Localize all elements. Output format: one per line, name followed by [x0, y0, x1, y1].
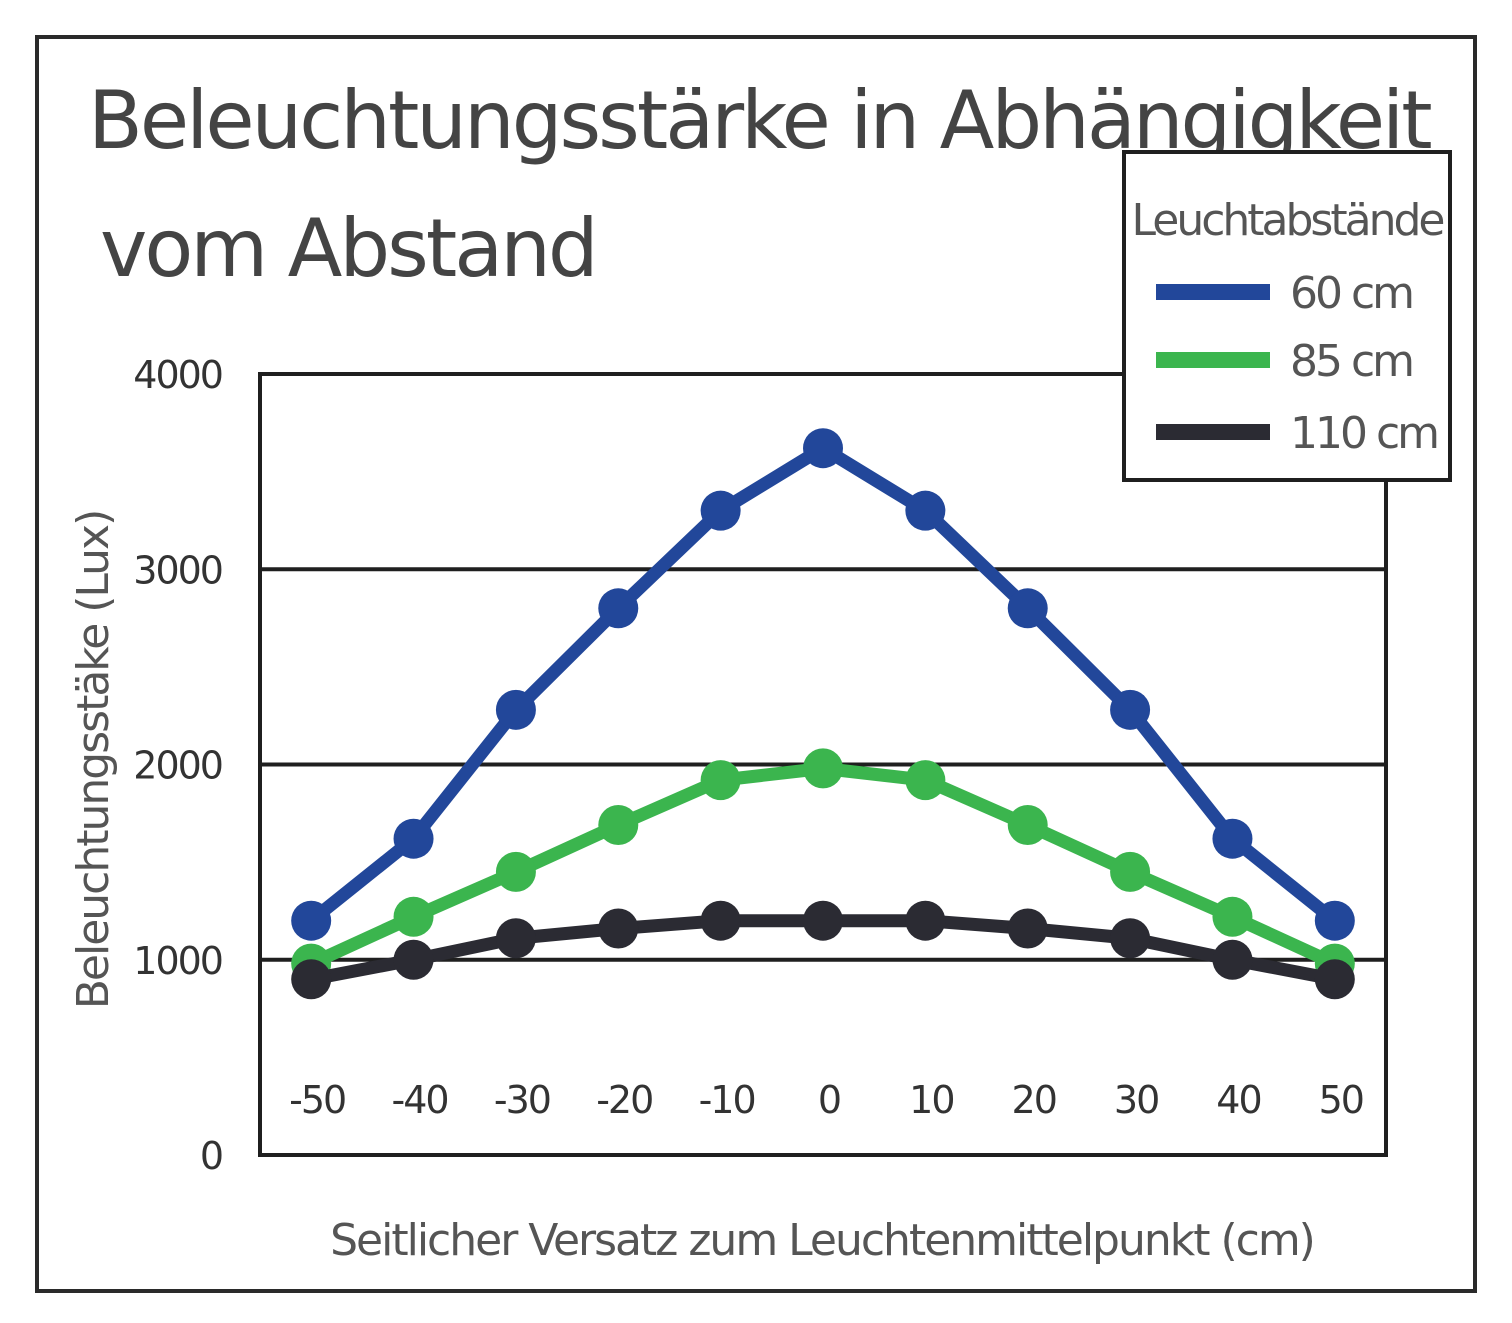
data-point — [1007, 588, 1048, 629]
data-point — [905, 760, 946, 801]
data-point — [803, 900, 843, 941]
data-point — [495, 851, 536, 892]
series-lines — [291, 428, 1355, 1000]
legend-label: 85 cm — [1290, 336, 1412, 387]
data-point — [1007, 908, 1048, 949]
x-tick-label: 10 — [909, 1078, 953, 1122]
data-point — [803, 428, 843, 469]
x-tick-label: 0 — [818, 1078, 840, 1122]
data-point — [700, 900, 741, 941]
data-point — [598, 908, 639, 949]
y-tick-label: 2000 — [133, 744, 222, 788]
series-line-1 — [304, 441, 1342, 928]
y-tick-label: 0 — [200, 1134, 222, 1178]
legend-title: Leuchtabstände — [1132, 195, 1444, 246]
x-axis-label: Seitlicher Versatz zum Leuchtenmittelpun… — [330, 1215, 1314, 1266]
y-axis-ticks: 0 1000 2000 3000 4000 — [133, 353, 224, 1178]
data-point — [1212, 939, 1253, 980]
y-tick-label: 3000 — [133, 548, 222, 592]
data-point — [393, 939, 434, 980]
data-point — [1314, 900, 1355, 941]
x-tick-label: 40 — [1216, 1078, 1260, 1122]
data-point — [1314, 959, 1355, 1000]
plot-area-border — [258, 372, 1388, 1157]
x-tick-label: 30 — [1114, 1078, 1158, 1122]
x-tick-label: -30 — [494, 1078, 550, 1122]
legend-items: 60 cm 85 cm 110 cm — [1156, 268, 1440, 459]
data-point — [1110, 851, 1151, 892]
y-axis-label: Beleuchtungsstäke (Lux) — [68, 511, 119, 1010]
data-point — [700, 490, 741, 531]
data-point — [1110, 918, 1151, 959]
y-tick-label: 4000 — [133, 353, 222, 397]
data-point — [291, 959, 332, 1000]
data-point — [1212, 896, 1253, 937]
legend-label: 110 cm — [1290, 408, 1437, 459]
data-point — [905, 900, 946, 941]
data-point — [598, 805, 639, 846]
x-tick-label: -20 — [596, 1078, 652, 1122]
x-axis-ticks: -50 -40 -30 -20 -10 0 10 20 30 40 50 — [289, 1078, 1365, 1122]
x-tick-label: -50 — [289, 1078, 345, 1122]
x-tick-label: -40 — [392, 1078, 448, 1122]
data-point — [803, 748, 843, 789]
data-point — [495, 918, 536, 959]
x-tick-label: -10 — [699, 1078, 755, 1122]
legend-label: 60 cm — [1290, 268, 1412, 319]
data-point — [905, 490, 946, 531]
data-point — [1110, 689, 1151, 730]
data-point — [598, 588, 639, 629]
data-point — [700, 760, 741, 801]
y-tick-label: 1000 — [133, 939, 222, 983]
data-point — [291, 900, 332, 941]
data-point — [393, 818, 434, 859]
data-point — [393, 896, 434, 937]
x-tick-label: 50 — [1319, 1078, 1363, 1122]
legend: Leuchtabstände 60 cm 85 cm 110 cm — [1122, 150, 1452, 482]
data-point — [1212, 818, 1253, 859]
data-point — [1007, 805, 1048, 846]
chart-title-line-2: vom Abstand — [100, 202, 596, 295]
data-point — [495, 689, 536, 730]
x-tick-label: 20 — [1012, 1078, 1056, 1122]
